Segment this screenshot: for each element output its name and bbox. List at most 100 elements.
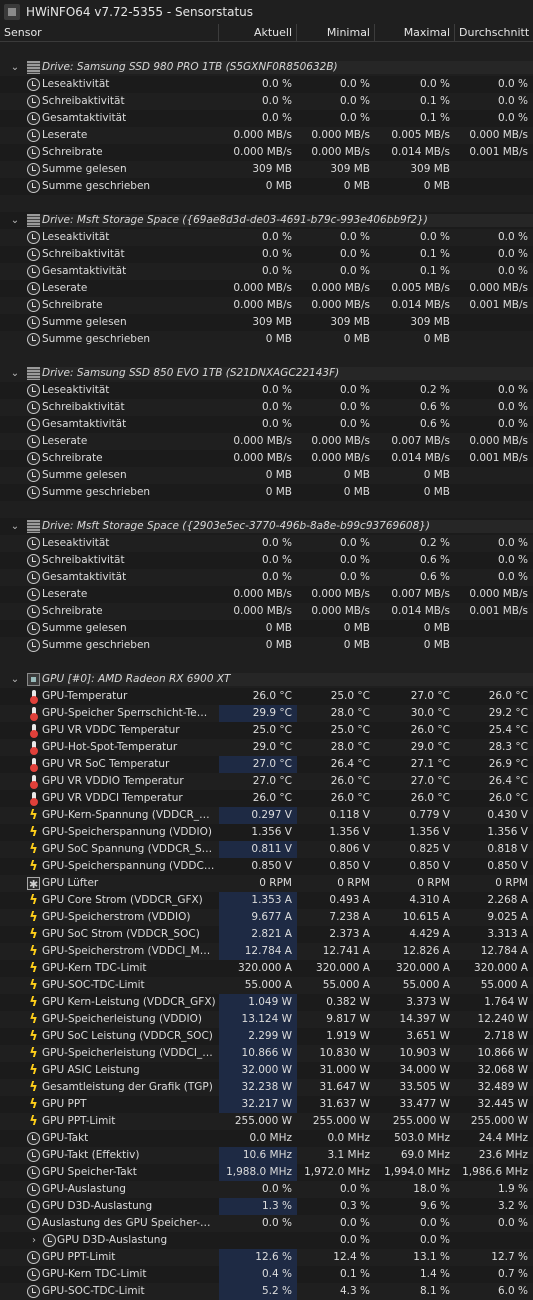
sensor-row[interactable]: GPU-Takt 0.0 MHz 0.0 MHz 503.0 MHz 24.4 MHz: [0, 1130, 533, 1147]
sensor-row[interactable]: ϟ GPU SoC Spannung (VDDCR_SOC) 0.811 V 0.80…: [0, 841, 533, 858]
sensor-row[interactable]: ϟ GPU-Kern TDC-Limit 320.000 A 320.000 A 320…: [0, 960, 533, 977]
clock-icon: [27, 1166, 40, 1179]
sensor-row[interactable]: Gesamtaktivität 0.0 % 0.0 % 0.6 % 0.0 %: [0, 416, 533, 433]
value-avg: 24.4 MHz: [478, 1132, 528, 1144]
sensor-row[interactable]: Leseaktivität 0.0 % 0.0 % 0.2 % 0.0 %: [0, 382, 533, 399]
sensor-row[interactable]: Schreibaktivität 0.0 % 0.0 % 0.6 % 0.0 %: [0, 399, 533, 416]
sensor-row[interactable]: Summe geschrieben 0 MB 0 MB 0 MB: [0, 331, 533, 348]
sensor-row[interactable]: Schreibrate 0.000 MB/s 0.000 MB/s 0.014 MB/…: [0, 450, 533, 467]
sensor-row[interactable]: Schreibaktivität 0.0 % 0.0 % 0.1 % 0.0 %: [0, 246, 533, 263]
sensor-row[interactable]: Auslastung des GPU Speicher-Controllers 0…: [0, 1215, 533, 1232]
value-avg: 0.0 %: [497, 248, 528, 260]
sensor-row[interactable]: GPU VR VDDCI Temperatur 26.0 °C 26.0 °C 26.…: [0, 790, 533, 807]
sensor-row[interactable]: GPU VR VDDIO Temperatur 27.0 °C 26.0 °C 27.…: [0, 773, 533, 790]
group-header-bar: [28, 673, 533, 686]
sensor-row[interactable]: Gesamtaktivität 0.0 % 0.0 % 0.1 % 0.0 %: [0, 110, 533, 127]
value-min: 26.0 °C: [330, 775, 370, 787]
sensor-row[interactable]: Summe gelesen 0 MB 0 MB 0 MB: [0, 467, 533, 484]
sensor-row[interactable]: ϟ GPU-Speicherleistung (VDDIO) 13.124 W 9.8…: [0, 1011, 533, 1028]
sensor-row[interactable]: ϟ GPU-Speicherleistung (VDDCI_MEM) 10.866 …: [0, 1045, 533, 1062]
sensor-row[interactable]: ϟ GPU SoC Strom (VDDCR_SOC) 2.821 A 2.373 A…: [0, 926, 533, 943]
sensor-row[interactable]: ϟ GPU-Speicherstrom (VDDIO) 9.677 A 7.238 A…: [0, 909, 533, 926]
chevron-down-icon[interactable]: ⌄: [10, 521, 20, 532]
sensor-row[interactable]: GPU Lüfter 0 RPM 0 RPM 0 RPM 0 RPM: [0, 875, 533, 893]
column-header-sensor[interactable]: Sensor: [0, 24, 219, 41]
value-max: 0.825 V: [409, 843, 450, 855]
sensor-row[interactable]: Leseaktivität 0.0 % 0.0 % 0.0 % 0.0 %: [0, 76, 533, 93]
sensor-row[interactable]: ϟ GPU Core Strom (VDDCR_GFX) 1.353 A 0.493 …: [0, 892, 533, 909]
chevron-down-icon[interactable]: ⌄: [10, 368, 20, 379]
sensor-row[interactable]: ϟ GPU Kern-Leistung (VDDCR_GFX) 1.049 W 0.3…: [0, 994, 533, 1011]
chevron-down-icon[interactable]: ⌄: [10, 62, 20, 73]
sensor-row[interactable]: GPU-Temperatur 26.0 °C 25.0 °C 27.0 °C 26.0 …: [0, 688, 533, 705]
sensor-row[interactable]: Leserate 0.000 MB/s 0.000 MB/s 0.005 MB/s 0.…: [0, 127, 533, 144]
value-min: 0.0 %: [339, 95, 370, 107]
sensor-group-row[interactable]: ⌄ Drive: Msft Storage Space ({2903e5ec-37…: [0, 518, 533, 535]
sensor-group-row[interactable]: ⌄ Drive: Samsung SSD 850 EVO 1TB (S21DNXA…: [0, 365, 533, 382]
value-cur: 0 MB: [265, 180, 292, 192]
value-max: 1.4 %: [419, 1268, 450, 1280]
value-min: 12.741 A: [322, 945, 370, 957]
sensor-row[interactable]: ϟ GPU-Speicherspannung (VDDIO) 1.356 V 1.35…: [0, 824, 533, 841]
column-header-avg[interactable]: Durchschnitt: [459, 26, 530, 39]
sensor-row[interactable]: ϟ GPU PPT-Limit 255.000 W 255.000 W 255.000 …: [0, 1113, 533, 1130]
value-cur: 0.000 MB/s: [233, 435, 292, 447]
sensor-row[interactable]: ϟ GPU SoC Leistung (VDDCR_SOC) 2.299 W 1.91…: [0, 1028, 533, 1045]
chevron-down-icon[interactable]: ⌄: [10, 674, 20, 685]
sensor-row[interactable]: Summe gelesen 309 MB 309 MB 309 MB: [0, 314, 533, 331]
sensor-row[interactable]: Gesamtaktivität 0.0 % 0.0 % 0.6 % 0.0 %: [0, 569, 533, 586]
sensor-row[interactable]: Summe geschrieben 0 MB 0 MB 0 MB: [0, 484, 533, 501]
sensor-row[interactable]: Schreibrate 0.000 MB/s 0.000 MB/s 0.014 MB/…: [0, 603, 533, 620]
sensor-row[interactable]: Schreibrate 0.000 MB/s 0.000 MB/s 0.014 MB/…: [0, 144, 533, 161]
sensor-row[interactable]: Gesamtaktivität 0.0 % 0.0 % 0.1 % 0.0 %: [0, 263, 533, 280]
sensor-row[interactable]: GPU-SOC-TDC-Limit 5.2 % 4.3 % 8.1 % 6.0 %: [0, 1283, 533, 1300]
sensor-row[interactable]: Summe geschrieben 0 MB 0 MB 0 MB: [0, 178, 533, 195]
sensor-row[interactable]: Leserate 0.000 MB/s 0.000 MB/s 0.005 MB/s 0.…: [0, 280, 533, 297]
sensor-row[interactable]: Schreibrate 0.000 MB/s 0.000 MB/s 0.014 MB/…: [0, 297, 533, 314]
sensor-row[interactable]: Summe gelesen 0 MB 0 MB 0 MB: [0, 620, 533, 637]
sensor-row[interactable]: GPU-Kern TDC-Limit 0.4 % 0.1 % 1.4 % 0.7 %: [0, 1266, 533, 1283]
sensor-row[interactable]: Summe geschrieben 0 MB 0 MB 0 MB: [0, 637, 533, 654]
chevron-down-icon[interactable]: ⌄: [10, 215, 20, 226]
sensor-row[interactable]: ϟ GPU-Speicherstrom (VDDCI_MEM) 12.784 A 12…: [0, 943, 533, 960]
sensor-row[interactable]: GPU-Speicher Sperrschicht-Temperatur29.9…: [0, 705, 533, 722]
sensor-row[interactable]: Leseaktivität 0.0 % 0.0 % 0.2 % 0.0 %: [0, 535, 533, 552]
sensor-subgroup-row[interactable]: › GPU D3D-Auslastung 0.0 % 0.0 %: [0, 1232, 533, 1249]
value-cur: 26.0 °C: [252, 792, 292, 804]
chevron-right-icon[interactable]: ›: [32, 1235, 36, 1246]
sensor-row[interactable]: GPU-Auslastung 0.0 % 0.0 % 18.0 % 1.9 %: [0, 1181, 533, 1198]
sensor-row[interactable]: GPU-Hot-Spot-Temperatur 29.0 °C 28.0 °C 29.…: [0, 739, 533, 756]
sensor-row[interactable]: ϟ GPU ASIC Leistung 32.000 W 31.000 W 34.000…: [0, 1062, 533, 1079]
clock-icon: [27, 452, 40, 465]
sensor-row[interactable]: GPU Speicher-Takt 1,988.0 MHz 1,972.0 MHz 1…: [0, 1164, 533, 1181]
column-header-current[interactable]: Aktuell: [219, 24, 297, 41]
sensor-row[interactable]: ϟ GPU-Kern-Spannung (VDDCR_GFX) 0.297 V 0.1…: [0, 807, 533, 824]
sensor-row[interactable]: ϟ Gesamtleistung der Grafik (TGP) 32.238 W…: [0, 1079, 533, 1096]
clock-icon: [27, 1285, 40, 1298]
sensor-group-row[interactable]: ⌄ GPU [#0]: AMD Radeon RX 6900 XT: [0, 671, 533, 688]
sensor-row[interactable]: Leserate 0.000 MB/s 0.000 MB/s 0.007 MB/s 0.…: [0, 433, 533, 450]
sensor-row[interactable]: ϟ GPU-Speicherspannung (VDDCI_MEM) 0.850 V…: [0, 858, 533, 875]
sensor-row[interactable]: Leseaktivität 0.0 % 0.0 % 0.0 % 0.0 %: [0, 229, 533, 246]
sensor-row[interactable]: ϟ GPU-SOC-TDC-Limit 55.000 A 55.000 A 55.000…: [0, 977, 533, 994]
sensor-row[interactable]: Schreibaktivität 0.0 % 0.0 % 0.1 % 0.0 %: [0, 93, 533, 110]
value-avg: 0.0 %: [497, 554, 528, 566]
sensor-group-row[interactable]: ⌄ Drive: Msft Storage Space ({69ae8d3d-de…: [0, 212, 533, 229]
sensor-row[interactable]: GPU PPT-Limit 12.6 % 12.4 % 13.1 % 12.7 %: [0, 1249, 533, 1266]
sensor-row[interactable]: GPU-Takt (Effektiv) 10.6 MHz 3.1 MHz 69.0 M…: [0, 1147, 533, 1164]
value-cur: 32.238 W: [219, 1079, 297, 1096]
sensor-row[interactable]: Schreibaktivität 0.0 % 0.0 % 0.6 % 0.0 %: [0, 552, 533, 569]
value-cur: 9.677 A: [219, 909, 297, 926]
value-cur: 0.0 %: [261, 1183, 292, 1195]
sensor-row[interactable]: ϟ GPU PPT 32.217 W 31.637 W 33.477 W 32.445 W: [0, 1096, 533, 1113]
sensor-row[interactable]: GPU D3D-Auslastung 1.3 % 0.3 % 9.6 % 3.2 %: [0, 1198, 533, 1215]
sensor-row[interactable]: Leserate 0.000 MB/s 0.000 MB/s 0.007 MB/s 0.…: [0, 586, 533, 603]
column-header-min[interactable]: Minimal: [297, 24, 375, 41]
sensor-row[interactable]: GPU VR SoC Temperatur 27.0 °C 26.4 °C 27.1 …: [0, 756, 533, 773]
sensor-group-row[interactable]: ⌄ Drive: Samsung SSD 980 PRO 1TB (S5GXNF0…: [0, 59, 533, 76]
value-max: 29.0 °C: [410, 741, 450, 753]
sensor-row[interactable]: GPU VR VDDC Temperatur 25.0 °C 25.0 °C 26.0…: [0, 722, 533, 739]
value-avg: 0.0 %: [497, 112, 528, 124]
column-header-max[interactable]: Maximal: [375, 24, 455, 41]
sensor-row[interactable]: Summe gelesen 309 MB 309 MB 309 MB: [0, 161, 533, 178]
